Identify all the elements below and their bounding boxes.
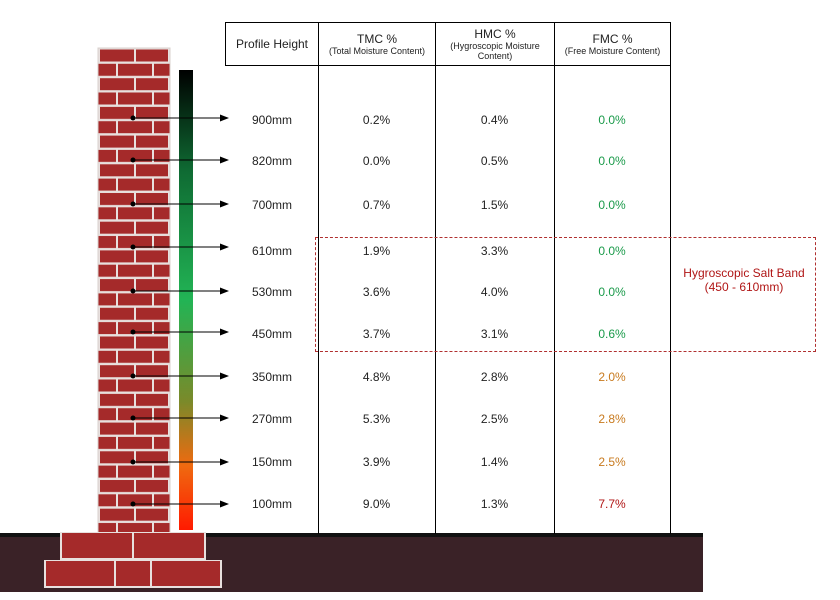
row-fmc-value: 0.6% bbox=[598, 327, 626, 341]
row-height-label: 270mm bbox=[251, 412, 292, 426]
measurement-arrow bbox=[130, 243, 229, 251]
row-height-label: 150mm bbox=[251, 455, 292, 469]
row-hmc-value: 3.3% bbox=[480, 244, 509, 258]
moisture-gradient-bar bbox=[179, 70, 193, 530]
row-hmc-value: 1.4% bbox=[480, 455, 509, 469]
row-fmc-value: 0.0% bbox=[598, 154, 626, 168]
row-height-label: 100mm bbox=[251, 497, 292, 511]
measurement-arrows bbox=[130, 114, 229, 508]
ground-surface-line bbox=[0, 533, 703, 537]
row-hmc-value: 0.4% bbox=[480, 113, 509, 127]
row-fmc-value: 0.0% bbox=[598, 244, 626, 258]
measurement-arrow bbox=[130, 287, 229, 295]
row-tmc-value: 5.3% bbox=[362, 412, 391, 426]
row-tmc-value: 0.0% bbox=[362, 154, 391, 168]
column-divider-hmc bbox=[435, 66, 436, 534]
column-divider-fmc bbox=[554, 66, 555, 534]
row-height-label: 610mm bbox=[251, 244, 292, 258]
row-fmc-value: 0.0% bbox=[598, 198, 626, 212]
row-tmc-value: 0.2% bbox=[362, 113, 391, 127]
measurement-arrow bbox=[130, 458, 229, 466]
header-tmc: TMC % (Total Moisture Content) bbox=[318, 22, 436, 66]
measurement-arrow bbox=[130, 114, 229, 122]
row-tmc-value: 3.9% bbox=[362, 455, 391, 469]
row-fmc-value: 0.0% bbox=[598, 285, 626, 299]
row-height-label: 530mm bbox=[251, 285, 292, 299]
row-height-label: 350mm bbox=[251, 370, 292, 384]
row-hmc-value: 1.3% bbox=[480, 497, 509, 511]
row-height-label: 820mm bbox=[251, 154, 292, 168]
row-tmc-value: 0.7% bbox=[362, 198, 391, 212]
header-fmc: FMC % (Free Moisture Content) bbox=[554, 22, 671, 66]
row-tmc-value: 9.0% bbox=[362, 497, 391, 511]
row-hmc-value: 4.0% bbox=[480, 285, 509, 299]
row-hmc-value: 2.5% bbox=[480, 412, 509, 426]
row-tmc-value: 4.8% bbox=[362, 370, 391, 384]
row-tmc-value: 1.9% bbox=[362, 244, 391, 258]
row-height-label: 700mm bbox=[251, 198, 292, 212]
row-fmc-value: 2.0% bbox=[598, 370, 626, 384]
measurement-arrow bbox=[130, 500, 229, 508]
measurement-arrow bbox=[130, 156, 229, 164]
row-tmc-value: 3.6% bbox=[362, 285, 391, 299]
row-hmc-value: 0.5% bbox=[480, 154, 509, 168]
measurement-arrow bbox=[130, 372, 229, 380]
salt-band-range: (450 - 610mm) bbox=[704, 280, 784, 294]
row-height-label: 900mm bbox=[251, 113, 292, 127]
row-fmc-value: 0.0% bbox=[598, 113, 626, 127]
header-profile-height: Profile Height bbox=[225, 22, 319, 66]
row-tmc-value: 3.7% bbox=[362, 327, 391, 341]
measurement-arrow bbox=[130, 328, 229, 336]
measurement-arrow bbox=[130, 414, 229, 422]
measurement-arrow bbox=[130, 200, 229, 208]
salt-band-box bbox=[315, 237, 816, 352]
row-hmc-value: 3.1% bbox=[480, 327, 509, 341]
column-divider-tmc bbox=[318, 66, 319, 534]
row-hmc-value: 1.5% bbox=[480, 198, 509, 212]
column-divider-end bbox=[670, 66, 671, 534]
row-height-label: 450mm bbox=[251, 327, 292, 341]
row-fmc-value: 7.7% bbox=[598, 497, 626, 511]
row-fmc-value: 2.8% bbox=[598, 412, 626, 426]
salt-band-title: Hygroscopic Salt Band bbox=[683, 266, 805, 280]
salt-band-label: Hygroscopic Salt Band (450 - 610mm) bbox=[672, 266, 816, 294]
row-hmc-value: 2.8% bbox=[480, 370, 509, 384]
footing bbox=[44, 532, 222, 588]
header-hmc: HMC % (Hygroscopic Moisture Content) bbox=[435, 22, 555, 66]
row-fmc-value: 2.5% bbox=[598, 455, 626, 469]
